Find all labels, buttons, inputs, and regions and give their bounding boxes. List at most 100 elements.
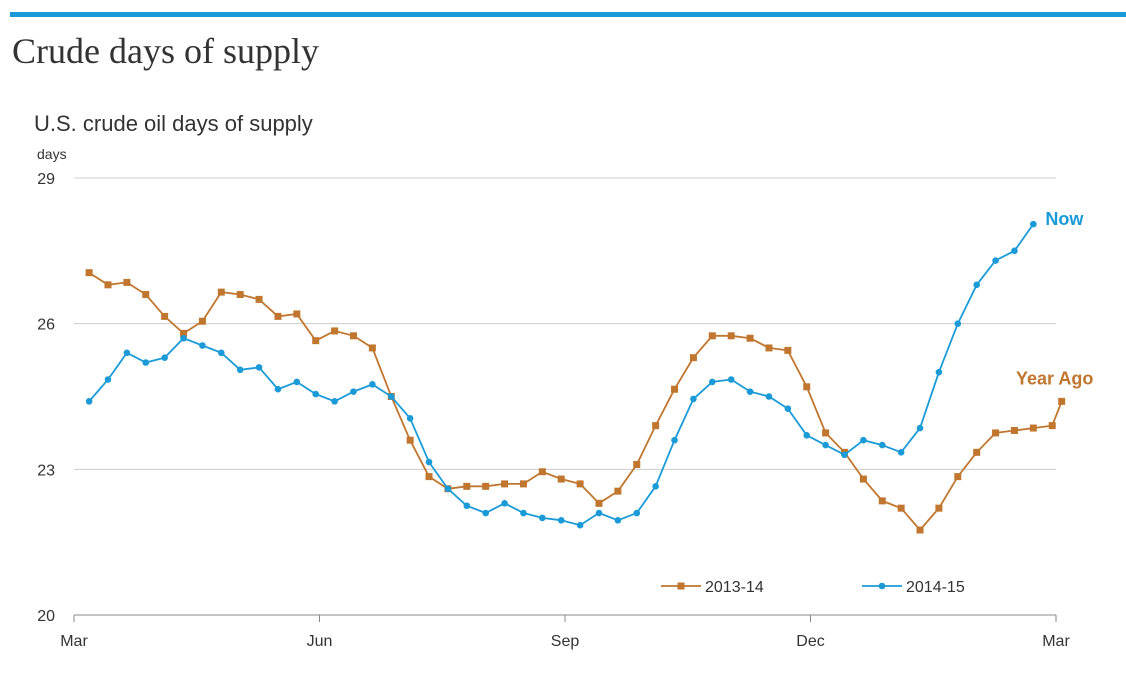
series-layer (85, 220, 1066, 534)
series-0-point-21 (482, 482, 490, 490)
legend: 2013-14 2014-15 (661, 579, 965, 596)
y-tick-label-23: 23 (37, 462, 55, 479)
series-0-point-7 (217, 288, 225, 296)
series-1-point-11 (293, 378, 301, 386)
accent-bar (10, 12, 1126, 17)
series-0-point-9 (255, 295, 263, 303)
series-0-point-31 (671, 385, 679, 393)
series-0-point-46 (954, 473, 962, 481)
series-0-point-37 (784, 346, 792, 354)
series-1-point-2 (123, 349, 131, 357)
series-1-point-24 (539, 514, 546, 522)
series-1-point-36 (765, 393, 773, 400)
series-1-point-19 (444, 485, 452, 493)
y-tick-label-26: 26 (37, 317, 55, 334)
series-line-0 (88, 271, 1063, 532)
series-0-point-22 (501, 480, 509, 488)
series-0-point-10 (274, 312, 282, 320)
series-1-point-23 (520, 509, 527, 517)
series-0-point-17 (406, 436, 414, 444)
legend-label-0: 2013-14 (705, 579, 764, 596)
series-0-point-51 (1048, 422, 1056, 430)
series-1-point-41 (860, 436, 867, 444)
legend-marker-1 (878, 582, 886, 590)
series-1-point-47 (973, 281, 980, 289)
series-1-point-6 (199, 342, 206, 349)
series-0-point-6 (198, 317, 206, 325)
legend-label-1: 2014-15 (906, 579, 965, 596)
series-1-point-43 (897, 449, 905, 456)
series-1-point-8 (236, 366, 244, 374)
series-1-point-10 (274, 385, 282, 393)
series-0-point-2 (123, 278, 131, 286)
series-0-point-30 (652, 422, 660, 430)
series-1-point-7 (218, 349, 225, 357)
x-tick-label-1: Jun (307, 633, 333, 650)
callout-0: Now (1045, 209, 1084, 229)
page-title: Crude days of supply (12, 31, 319, 71)
x-tick-label-0: Mar (60, 633, 88, 650)
series-1-point-1 (104, 376, 112, 383)
series-1-point-27 (595, 509, 603, 517)
series-0-point-43 (897, 504, 905, 512)
series-1-point-4 (161, 354, 168, 361)
series-1-point-31 (671, 436, 678, 444)
series-1-point-30 (652, 483, 659, 490)
series-0-point-3 (142, 291, 150, 299)
series-0-point-18 (425, 473, 433, 481)
series-1-point-18 (425, 458, 433, 466)
callout-1: Year Ago (1016, 368, 1093, 388)
series-1-point-26 (576, 521, 584, 529)
series-0-point-12 (312, 337, 320, 345)
x-tick-label-4: Mar (1042, 633, 1070, 650)
axis-layer: 20 23 26 29 Mar Jun Sep Dec Mar (37, 171, 1070, 650)
series-1-point-20 (463, 502, 471, 510)
series-1-point-35 (746, 388, 754, 395)
series-0-point-49 (1010, 426, 1018, 434)
series-0-point-25 (557, 475, 565, 483)
series-1-point-14 (350, 388, 357, 395)
series-1-point-0 (85, 398, 93, 405)
series-1-point-42 (878, 441, 886, 449)
series-0-point-26 (576, 480, 584, 488)
chart-title: U.S. crude oil days of supply (34, 111, 313, 136)
series-0-point-52 (1058, 397, 1066, 405)
series-1-point-17 (406, 415, 414, 422)
series-0-point-39 (822, 429, 830, 437)
y-axis-unit: days (37, 146, 67, 162)
series-1-point-13 (331, 398, 338, 405)
series-1-point-49 (1011, 247, 1018, 255)
series-0-point-33 (708, 332, 716, 340)
series-1-point-28 (614, 517, 622, 524)
series-1-point-12 (312, 390, 320, 398)
series-0-point-41 (859, 475, 867, 483)
series-1-point-9 (255, 364, 263, 371)
series-0-point-11 (293, 310, 301, 318)
x-tick-label-3: Dec (796, 633, 824, 650)
series-0-point-32 (689, 354, 697, 362)
series-0-point-27 (595, 499, 603, 507)
series-1-point-34 (727, 376, 735, 383)
series-1-point-48 (992, 257, 999, 264)
series-1-point-37 (784, 405, 792, 412)
series-0-point-5 (180, 329, 188, 337)
series-0-point-50 (1029, 424, 1037, 432)
series-1-point-15 (369, 381, 376, 388)
series-1-point-44 (916, 424, 924, 432)
series-0-point-42 (878, 497, 886, 505)
series-0-point-24 (538, 468, 546, 476)
series-0-point-4 (161, 312, 169, 320)
series-0-point-20 (463, 482, 471, 490)
series-0-point-0 (85, 269, 93, 277)
series-0-point-44 (916, 526, 924, 534)
series-0-point-23 (519, 480, 527, 488)
series-0-point-13 (331, 327, 339, 335)
series-1-point-3 (142, 359, 150, 366)
series-1-point-29 (633, 509, 641, 517)
series-0-point-35 (746, 334, 754, 342)
series-1-point-40 (841, 451, 848, 459)
series-1-point-45 (935, 368, 943, 376)
series-1-point-25 (557, 517, 565, 524)
series-0-point-47 (973, 448, 981, 456)
